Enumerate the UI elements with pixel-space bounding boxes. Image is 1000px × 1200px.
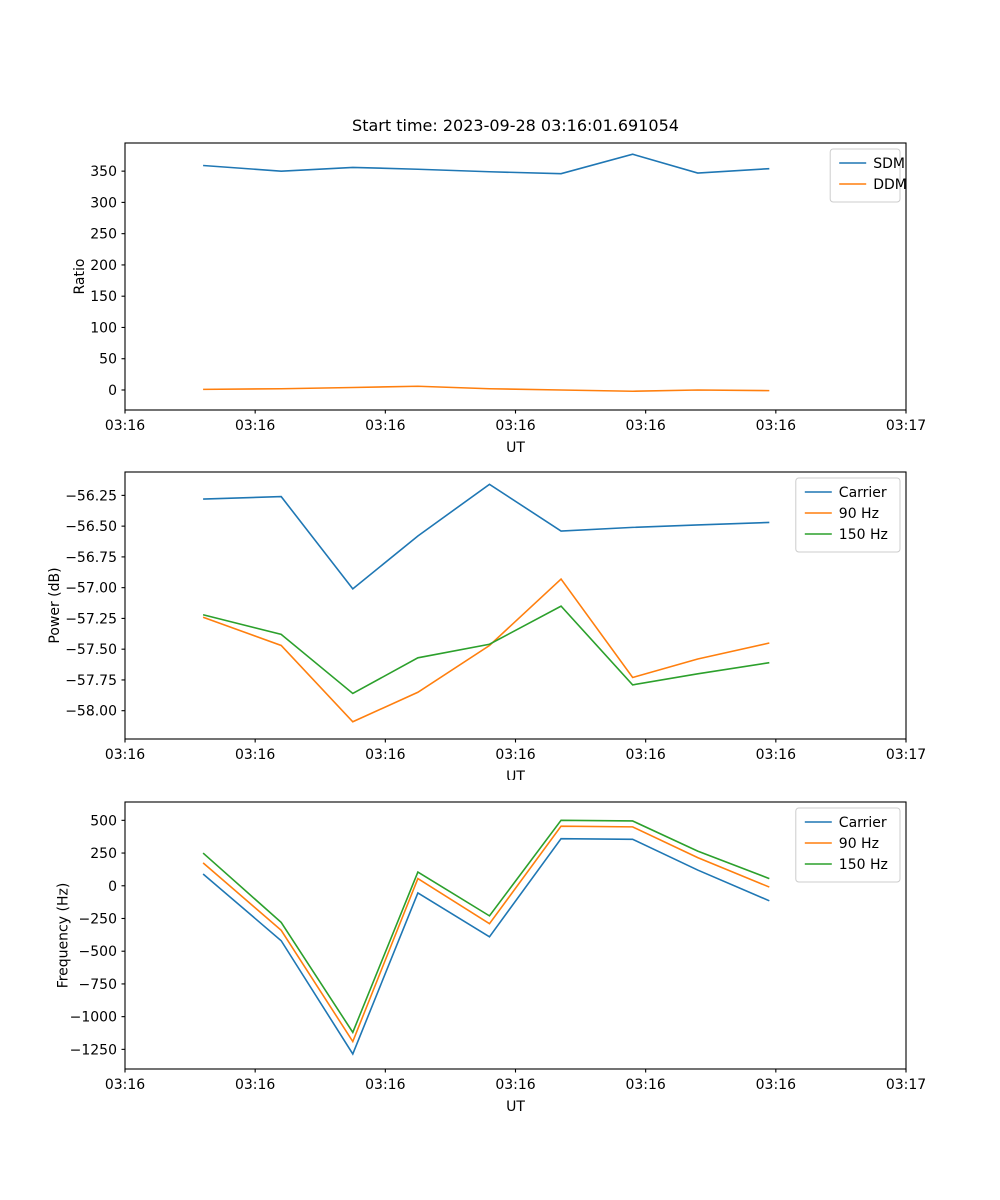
y-tick-label: 150 bbox=[90, 289, 117, 305]
y-axis-label: Power (dB) bbox=[47, 567, 63, 643]
x-tick-label: 03:16 bbox=[625, 747, 665, 763]
x-axis-label: UT bbox=[506, 769, 525, 780]
plot-frame bbox=[124, 142, 907, 411]
legend-label-90-hz: 90 Hz bbox=[839, 506, 879, 522]
y-tick-label: 100 bbox=[90, 320, 117, 336]
figure-title: Start time: 2023-09-28 03:16:01.691054 bbox=[352, 116, 679, 135]
series-line-90-hz bbox=[202, 825, 770, 1044]
y-tick-label: −250 bbox=[79, 911, 117, 927]
y-tick-label: −58.00 bbox=[65, 704, 117, 720]
y-tick-label: 300 bbox=[90, 195, 117, 211]
series-line-carrier bbox=[202, 837, 770, 1056]
x-tick-label: 03:16 bbox=[365, 418, 405, 434]
y-axis-label: Frequency (Hz) bbox=[56, 883, 72, 989]
y-axis: −56.25 −56.50 −56.75 −57.00 −57.25 −57.50 −57.… bbox=[65, 488, 125, 720]
x-tick-label: 03:16 bbox=[756, 747, 796, 763]
legend-label-sdm: SDM bbox=[873, 156, 905, 172]
legend-label-carrier: Carrier bbox=[839, 485, 887, 501]
y-tick-label: 200 bbox=[90, 258, 117, 274]
y-tick-label: 350 bbox=[90, 164, 117, 180]
series-line-ddm bbox=[203, 385, 770, 393]
y-tick-label: 0 bbox=[108, 879, 117, 895]
y-tick-label: −500 bbox=[79, 944, 117, 960]
series-line-sdm bbox=[203, 153, 770, 175]
y-tick-label: −750 bbox=[79, 977, 117, 993]
y-tick-label: 50 bbox=[99, 352, 117, 368]
x-tick-label: 03:16 bbox=[235, 747, 275, 763]
legend: Carrier 90 Hz 150 Hz bbox=[795, 807, 901, 883]
legend-label-90-hz: 90 Hz bbox=[839, 836, 879, 852]
x-tick-label: 03:16 bbox=[495, 418, 535, 434]
y-tick-label: −57.00 bbox=[65, 581, 117, 597]
x-tick-label: 03:16 bbox=[756, 1077, 796, 1093]
data-series-group bbox=[202, 483, 770, 723]
x-tick-label: 03:16 bbox=[495, 747, 535, 763]
x-tick-label: 03:16 bbox=[235, 418, 275, 434]
series-line-carrier bbox=[203, 483, 770, 591]
x-tick-label: 03:17 bbox=[886, 418, 926, 434]
data-series-group bbox=[203, 153, 770, 393]
y-tick-label: −1250 bbox=[70, 1042, 117, 1058]
series-line-150-hz bbox=[202, 819, 770, 1035]
x-tick-label: 03:16 bbox=[625, 418, 665, 434]
y-axis: 0 50 100 150 200 250 300 350 bbox=[90, 164, 125, 399]
x-tick-label: 03:17 bbox=[886, 1077, 926, 1093]
plot-frame bbox=[124, 471, 907, 740]
x-tick-label: 03:17 bbox=[886, 747, 926, 763]
y-axis: 500 250 0 −250 −500 −750 −1000 −1250 bbox=[70, 813, 125, 1058]
y-tick-label: 250 bbox=[90, 227, 117, 243]
x-axis: 03:16 03:16 03:16 03:16 03:16 03:16 03:17 bbox=[105, 410, 926, 434]
y-tick-label: −56.25 bbox=[65, 488, 117, 504]
y-tick-label: 0 bbox=[108, 383, 117, 399]
plot-frame bbox=[124, 801, 907, 1070]
legend-label-150-hz: 150 Hz bbox=[839, 527, 888, 543]
y-axis-label: Ratio bbox=[72, 259, 88, 295]
legend-label-150-hz: 150 Hz bbox=[839, 857, 888, 873]
series-line-150-hz bbox=[202, 605, 770, 695]
y-tick-label: −57.75 bbox=[65, 673, 117, 689]
x-tick-label: 03:16 bbox=[365, 747, 405, 763]
y-tick-label: −1000 bbox=[70, 1010, 117, 1026]
x-tick-label: 03:16 bbox=[365, 1077, 405, 1093]
legend: SDM DDM bbox=[829, 148, 907, 203]
y-tick-label: −56.75 bbox=[65, 550, 117, 566]
legend: Carrier 90 Hz 150 Hz bbox=[795, 477, 901, 553]
y-tick-label: −56.50 bbox=[65, 519, 117, 535]
data-series-group bbox=[202, 819, 770, 1056]
x-tick-label: 03:16 bbox=[625, 1077, 665, 1093]
x-tick-label: 03:16 bbox=[235, 1077, 275, 1093]
series-line-90-hz bbox=[202, 577, 770, 723]
legend-label-carrier: Carrier bbox=[839, 815, 887, 831]
y-tick-label: 250 bbox=[90, 846, 117, 862]
x-axis: 03:16 03:16 03:16 03:16 03:16 03:16 03:17 bbox=[105, 1069, 926, 1093]
x-axis-label: UT bbox=[506, 440, 525, 455]
x-axis-label: UT bbox=[506, 1099, 525, 1115]
y-tick-label: −57.50 bbox=[65, 642, 117, 658]
legend-label-ddm: DDM bbox=[873, 177, 907, 193]
x-axis: 03:16 03:16 03:16 03:16 03:16 03:16 03:17 bbox=[105, 739, 926, 763]
y-tick-label: −57.25 bbox=[65, 611, 117, 627]
x-tick-label: 03:16 bbox=[495, 1077, 535, 1093]
power-subplot: −56.25 −56.50 −56.75 −57.00 −57.25 −57.50 −57.… bbox=[47, 471, 926, 780]
x-tick-label: 03:16 bbox=[756, 418, 796, 434]
x-tick-label: 03:16 bbox=[105, 1077, 145, 1093]
y-tick-label: 500 bbox=[90, 813, 117, 829]
x-tick-label: 03:16 bbox=[105, 418, 145, 434]
ratio-subplot: Start time: 2023-09-28 03:16:01.691054 0 5… bbox=[72, 116, 926, 455]
x-tick-label: 03:16 bbox=[105, 747, 145, 763]
